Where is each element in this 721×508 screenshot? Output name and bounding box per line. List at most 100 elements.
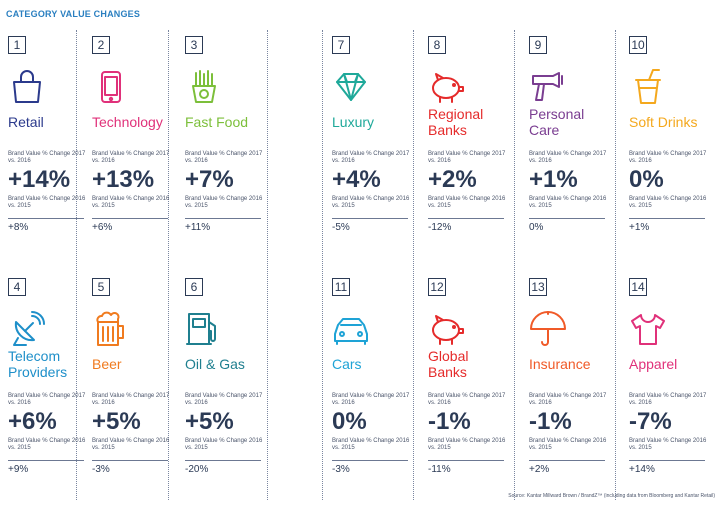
category-name: Regional Banks [428, 106, 484, 138]
piggy-bank-icon [428, 310, 466, 348]
change-2017-value: +4% [332, 166, 381, 193]
divider-line [529, 218, 605, 219]
fuel-pump-icon [185, 310, 223, 348]
change-2016-value: +2% [529, 464, 550, 475]
change-2017-label: Brand Value % Change 2017 vs. 2016 [529, 393, 607, 406]
divider-line [529, 460, 605, 461]
change-2016-value: +14% [629, 464, 655, 475]
divider-line [185, 460, 261, 461]
category-card: 1 Retail Brand Value % Change 2017 vs. 201… [8, 36, 88, 266]
change-2017-value: -7% [629, 408, 672, 435]
change-2016-value: -12% [428, 222, 452, 233]
rank-badge: 10 [629, 36, 647, 54]
divider-line [92, 218, 168, 219]
rank-badge: 7 [332, 36, 350, 54]
category-name: Global Banks [428, 348, 469, 380]
rank-badge: 4 [8, 278, 26, 296]
category-name: Insurance [529, 356, 591, 372]
column-divider [413, 30, 414, 500]
t-shirt-icon [629, 310, 667, 348]
category-card: 3 Fast Food Brand Value % Change 2017 vs. … [185, 36, 265, 266]
change-2016-value: -11% [428, 464, 451, 475]
change-2016-label: Brand Value % Change 2016 vs. 2015 [529, 196, 607, 209]
change-2016-label: Brand Value % Change 2016 vs. 2015 [629, 438, 707, 451]
diamond-icon [332, 68, 370, 106]
column-divider [322, 30, 323, 500]
piggy-bank-icon [428, 68, 466, 106]
change-2017-label: Brand Value % Change 2017 vs. 2016 [185, 393, 263, 406]
category-card: 6 Oil & Gas Brand Value % Change 2017 vs. … [185, 278, 265, 508]
hair-dryer-icon [529, 68, 567, 106]
change-2016-value: -3% [92, 464, 110, 475]
category-card: 4 Telecom Providers Brand Value % Change 20… [8, 278, 88, 508]
change-2017-label: Brand Value % Change 2017 vs. 2016 [428, 151, 506, 164]
rank-badge: 6 [185, 278, 203, 296]
category-card: 7 Luxury Brand Value % Change 2017 vs. 201… [332, 36, 412, 266]
change-2016-label: Brand Value % Change 2016 vs. 2015 [185, 196, 263, 209]
change-2016-value: +11% [185, 222, 211, 233]
change-2017-label: Brand Value % Change 2017 vs. 2016 [8, 393, 86, 406]
category-card: 9 Personal Care Brand Value % Change 2017 v… [529, 36, 609, 266]
change-2017-label: Brand Value % Change 2017 vs. 2016 [629, 151, 707, 164]
change-2017-value: 0% [332, 408, 367, 435]
category-name: Technology [92, 114, 163, 130]
divider-line [428, 218, 504, 219]
change-2016-value: -5% [332, 222, 350, 233]
category-card: 11 Cars Brand Value % Change 2017 vs. 2016… [332, 278, 412, 508]
change-2017-label: Brand Value % Change 2017 vs. 2016 [8, 151, 86, 164]
change-2016-value: +8% [8, 222, 29, 233]
divider-line [92, 460, 168, 461]
change-2017-value: +1% [529, 166, 578, 193]
rank-badge: 1 [8, 36, 26, 54]
change-2016-value: +6% [92, 222, 113, 233]
change-2017-value: +6% [8, 408, 57, 435]
smartphone-icon [92, 68, 130, 106]
change-2017-value: -1% [428, 408, 471, 435]
rank-badge: 14 [629, 278, 647, 296]
change-2017-label: Brand Value % Change 2017 vs. 2016 [185, 151, 263, 164]
change-2016-value: +9% [8, 464, 29, 475]
category-name: Apparel [629, 356, 678, 372]
category-name: Oil & Gas [185, 356, 245, 372]
change-2016-label: Brand Value % Change 2016 vs. 2015 [8, 196, 86, 209]
rank-badge: 12 [428, 278, 446, 296]
change-2017-value: +7% [185, 166, 234, 193]
change-2017-value: 0% [629, 166, 664, 193]
change-2016-label: Brand Value % Change 2016 vs. 2015 [629, 196, 707, 209]
category-name: Luxury [332, 114, 375, 130]
category-card: 12 Global Banks Brand Value % Change 2017 v… [428, 278, 508, 508]
category-name: Personal Care [529, 106, 585, 138]
category-name: Cars [332, 356, 362, 372]
change-2017-label: Brand Value % Change 2017 vs. 2016 [428, 393, 506, 406]
divider-line [8, 218, 84, 219]
column-divider [514, 30, 515, 500]
change-2016-value: -3% [332, 464, 350, 475]
change-2016-label: Brand Value % Change 2016 vs. 2015 [428, 438, 506, 451]
column-divider [615, 30, 616, 500]
change-2016-value: -20% [185, 464, 209, 475]
rank-badge: 9 [529, 36, 547, 54]
fries-icon [185, 68, 223, 106]
umbrella-icon [529, 310, 567, 348]
car-icon [332, 310, 370, 348]
change-2017-label: Brand Value % Change 2017 vs. 2016 [629, 393, 707, 406]
change-2017-label: Brand Value % Change 2017 vs. 2016 [332, 151, 410, 164]
satellite-dish-icon [8, 310, 46, 348]
category-card: 13 Insurance Brand Value % Change 2017 vs.… [529, 278, 609, 508]
category-name: Fast Food [185, 114, 249, 130]
page-title: CATEGORY VALUE CHANGES [6, 9, 141, 19]
change-2017-label: Brand Value % Change 2017 vs. 2016 [529, 151, 607, 164]
change-2016-label: Brand Value % Change 2016 vs. 2015 [332, 438, 410, 451]
category-name: Beer [92, 356, 122, 372]
change-2017-label: Brand Value % Change 2017 vs. 2016 [332, 393, 410, 406]
rank-badge: 3 [185, 36, 203, 54]
category-card: 5 Beer Brand Value % Change 2017 vs. 2016 +… [92, 278, 172, 508]
rank-badge: 13 [529, 278, 547, 296]
change-2016-value: +1% [629, 222, 650, 233]
category-card: 8 Regional Banks Brand Value % Change 2017 … [428, 36, 508, 266]
divider-line [332, 218, 408, 219]
change-2017-value: +14% [8, 166, 71, 193]
change-2017-value: -1% [529, 408, 572, 435]
change-2016-value: 0% [529, 222, 544, 233]
source-note: Source: Kantar Millward Brown / BrandZ™ … [508, 493, 715, 499]
